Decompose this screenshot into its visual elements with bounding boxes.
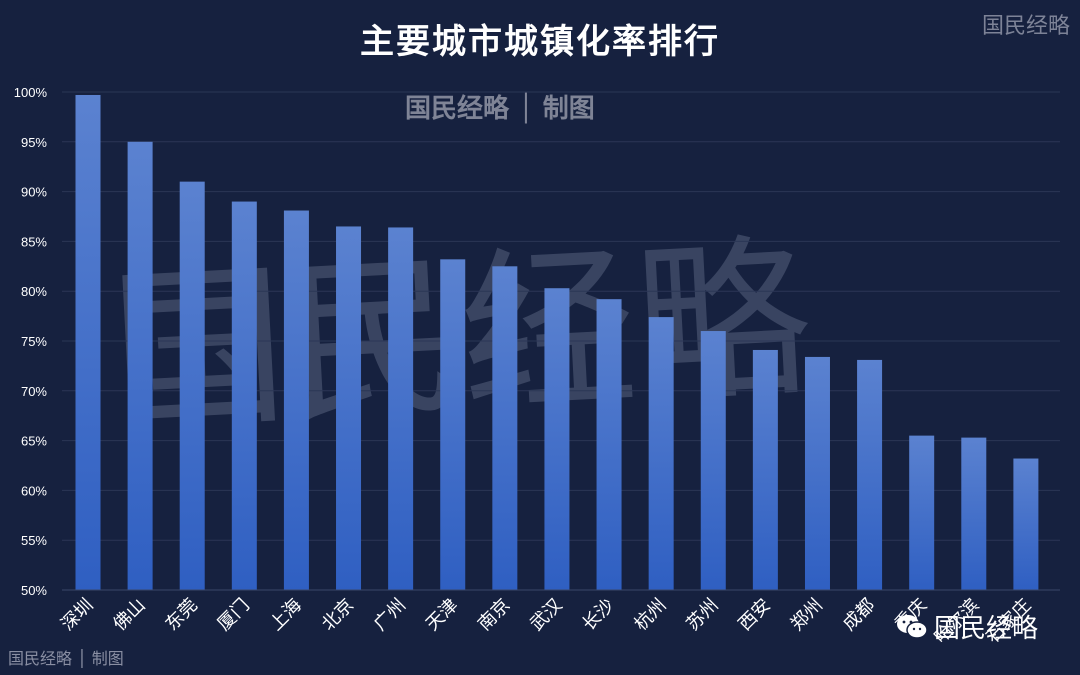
x-tick-label: 东莞 bbox=[161, 595, 201, 635]
watermark-center: 国民经略 │ 制图 bbox=[405, 94, 595, 124]
wechat-badge: 国民经略 bbox=[896, 608, 1038, 645]
bar bbox=[857, 359, 883, 590]
y-tick-label: 90% bbox=[21, 185, 47, 200]
bar bbox=[752, 349, 778, 590]
bar bbox=[283, 210, 309, 591]
bar bbox=[961, 437, 987, 590]
chart-title: 主要城市城镇化率排行 bbox=[360, 22, 720, 62]
x-tick-label: 郑州 bbox=[787, 595, 827, 635]
x-tick-label: 佛山 bbox=[109, 595, 149, 635]
y-tick-label: 95% bbox=[21, 135, 47, 150]
x-tick-label: 杭州 bbox=[630, 595, 670, 635]
x-tick-label: 天津 bbox=[422, 595, 462, 635]
bar bbox=[1013, 458, 1039, 590]
y-tick-label: 80% bbox=[21, 284, 47, 299]
watermark-top-right: 国民经略 bbox=[981, 14, 1070, 39]
bar bbox=[127, 141, 153, 591]
x-tick-label: 成都 bbox=[839, 595, 879, 635]
x-tick-label: 上海 bbox=[266, 595, 306, 635]
bar bbox=[909, 435, 935, 590]
y-tick-label: 70% bbox=[21, 384, 47, 399]
bar bbox=[388, 227, 414, 590]
wechat-icon bbox=[896, 614, 928, 640]
x-tick-label: 厦门 bbox=[214, 595, 254, 635]
bar bbox=[648, 317, 674, 590]
bar bbox=[231, 201, 257, 590]
y-tick-label: 65% bbox=[21, 434, 47, 449]
bar bbox=[700, 331, 726, 590]
x-tick-label: 苏州 bbox=[682, 595, 722, 635]
wechat-label: 国民经略 bbox=[934, 614, 1039, 644]
x-tick-label: 西安 bbox=[735, 595, 775, 635]
y-tick-label: 60% bbox=[21, 483, 47, 498]
bar bbox=[596, 299, 622, 590]
bar bbox=[492, 266, 518, 590]
y-tick-label: 50% bbox=[21, 583, 47, 598]
y-tick-label: 55% bbox=[21, 533, 47, 548]
x-tick-label: 深圳 bbox=[57, 595, 97, 635]
bar bbox=[544, 288, 570, 590]
x-tick-label: 广州 bbox=[370, 595, 410, 635]
x-tick-label: 长沙 bbox=[578, 595, 618, 635]
watermark-bottom-left: 国民经略 │ 制图 bbox=[8, 649, 124, 668]
bar bbox=[440, 259, 466, 590]
x-tick-label: 武汉 bbox=[526, 595, 566, 635]
bar bbox=[804, 356, 830, 590]
y-tick-label: 85% bbox=[21, 234, 47, 249]
bar bbox=[179, 181, 205, 590]
bar bbox=[75, 94, 101, 590]
y-tick-label: 75% bbox=[21, 334, 47, 349]
x-tick-label: 北京 bbox=[318, 595, 358, 635]
bar bbox=[336, 226, 362, 590]
x-tick-label: 南京 bbox=[474, 595, 514, 635]
y-tick-label: 100% bbox=[14, 85, 48, 100]
